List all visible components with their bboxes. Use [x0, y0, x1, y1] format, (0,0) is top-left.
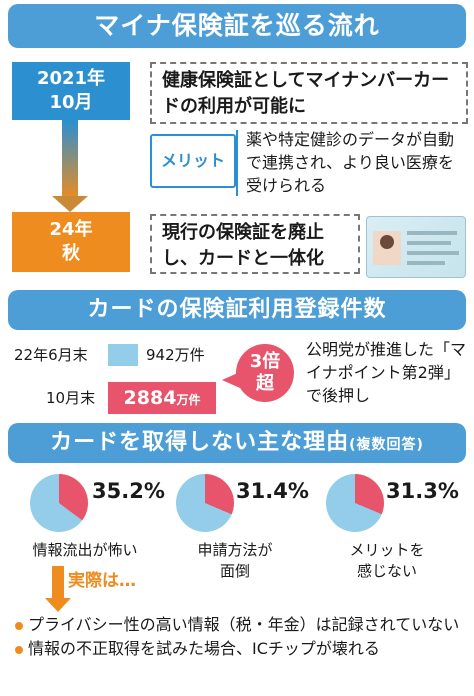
- card-line: [407, 261, 445, 265]
- koumei-note: 公明党が推進した「マイナポイント第2弾」で後押し: [306, 340, 467, 405]
- date2-year: 24年: [49, 219, 93, 240]
- event2-text: 現行の保険証を廃止し、カードと一体化: [162, 222, 324, 269]
- reason-percent-2: 31.4%: [236, 479, 309, 503]
- reg-row1-label: 22年6月末: [14, 346, 88, 364]
- flow-header: マイナ保険証を巡る流れ: [8, 4, 466, 48]
- my-number-card-image: [366, 216, 466, 278]
- date1-month: 10月: [49, 92, 93, 113]
- reason-percent-1: 35.2%: [92, 479, 165, 503]
- event1-box: 健康保険証としてマイナンバーカードの利用が可能に: [150, 62, 468, 124]
- reason2-line2: 面倒: [219, 562, 250, 580]
- fact-item-1: プライバシー性の高い情報（税・年金）は記録されていない: [14, 614, 466, 636]
- date-2021-oct: 2021年 10月: [12, 62, 130, 120]
- reg-row2-unit: 万件: [176, 393, 201, 407]
- event2-box: 現行の保険証を廃止し、カードと一体化: [150, 214, 360, 274]
- reason-label-3: メリットを 感じない: [322, 540, 452, 582]
- event1-text: 健康保険証としてマイナンバーカードの利用が可能に: [162, 70, 450, 117]
- reason-pie-3: [326, 474, 384, 532]
- reg-row2-label: 10月末: [46, 389, 96, 407]
- triple-badge: 3倍 超: [236, 344, 294, 402]
- timeline-arrow-head: [52, 196, 88, 212]
- reg-row2-bar: [108, 382, 216, 414]
- card-line: [407, 241, 451, 245]
- date1-year: 2021年: [36, 68, 106, 89]
- reason2-line1: 申請方法が: [197, 541, 273, 559]
- merit-text: 薬や特定健診のデータが自動で連携され、より良い医療を受けられる: [246, 130, 455, 195]
- reason-label-2: 申請方法が 面倒: [170, 540, 300, 582]
- reg-row1-value: 942万件: [146, 346, 205, 364]
- reasons-title: カードを取得しない主な理由: [50, 430, 350, 455]
- actually-arrow-head: [45, 598, 71, 612]
- merit-badge: メリット: [150, 134, 236, 188]
- card-photo: [373, 231, 401, 265]
- fact-item-2: 情報の不正取得を試みた場合、ICチップが壊れる: [14, 638, 466, 660]
- reg-row2-number: 2884: [123, 387, 177, 409]
- reason-percent-3: 31.3%: [386, 479, 459, 503]
- triple-badge-tail: [222, 372, 240, 388]
- reason-pie-1: [30, 474, 88, 532]
- actually-arrow-stem: [52, 566, 64, 600]
- registrations-header: カードの保険証利用登録件数: [8, 290, 466, 330]
- reg-row1-bar: [108, 344, 138, 366]
- card-line: [407, 251, 459, 255]
- timeline-arrow: [62, 120, 78, 200]
- facts-list: プライバシー性の高い情報（税・年金）は記録されていない 情報の不正取得を試みた場…: [14, 614, 466, 662]
- reason1-line1: 情報流出が怖い: [32, 541, 138, 559]
- reason3-line1: メリットを: [349, 541, 425, 559]
- triple-badge-line1: 3倍: [249, 351, 281, 372]
- date2-season: 秋: [62, 243, 80, 264]
- actually-label: 実際は…: [68, 571, 136, 591]
- reason-pie-2: [176, 474, 234, 532]
- card-line: [407, 231, 457, 235]
- reason3-line2: 感じない: [356, 562, 417, 580]
- reg-row2-value: 2884万件: [108, 382, 216, 414]
- date-24-autumn: 24年 秋: [12, 212, 130, 272]
- triple-badge-line2: 超: [256, 373, 274, 394]
- merit-bracket: [236, 130, 244, 196]
- reasons-header: カードを取得しない主な理由(複数回答): [8, 423, 466, 463]
- reason-label-1: 情報流出が怖い: [10, 540, 160, 561]
- reasons-note: (複数回答): [349, 437, 424, 453]
